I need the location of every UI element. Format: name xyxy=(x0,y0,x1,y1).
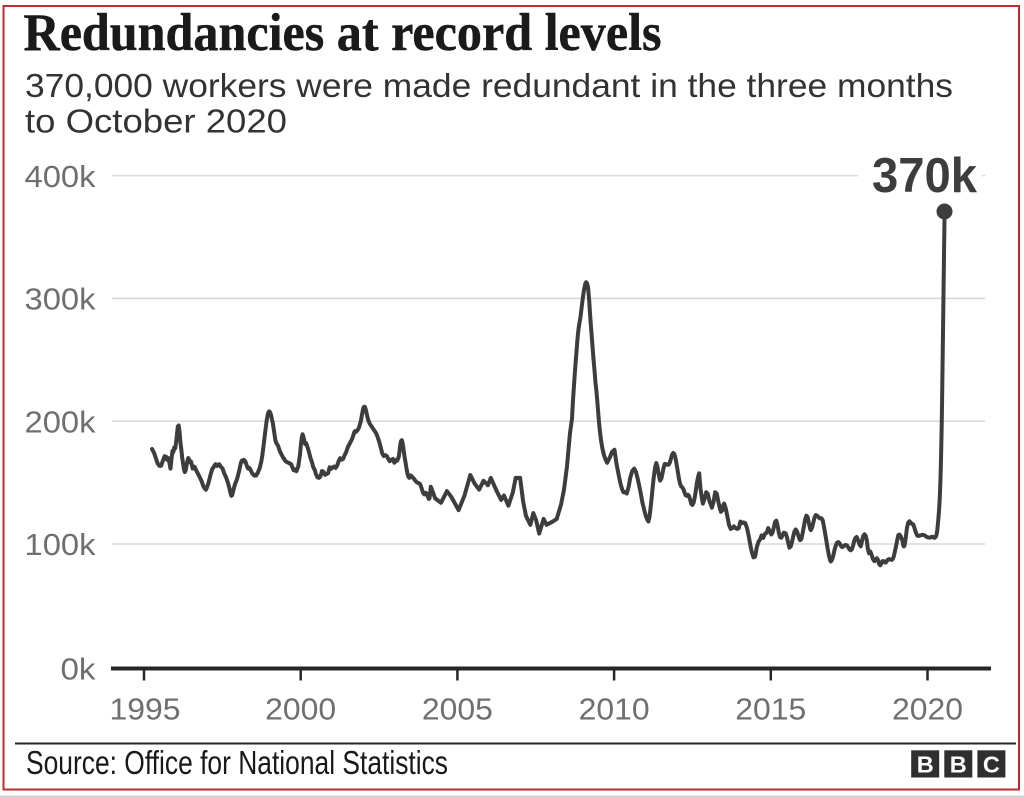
svg-text:370,000 workers were made redu: 370,000 workers were made redundant in t… xyxy=(25,67,953,104)
svg-text:C: C xyxy=(983,752,1000,778)
svg-text:100k: 100k xyxy=(25,527,97,562)
svg-text:2005: 2005 xyxy=(422,692,493,727)
svg-text:200k: 200k xyxy=(25,404,97,439)
svg-text:300k: 300k xyxy=(25,282,97,317)
svg-text:to October 2020: to October 2020 xyxy=(25,103,287,140)
svg-text:B: B xyxy=(950,752,967,778)
svg-text:400k: 400k xyxy=(25,159,97,194)
svg-text:2000: 2000 xyxy=(265,692,336,727)
svg-text:0k: 0k xyxy=(61,651,97,686)
svg-text:B: B xyxy=(917,752,934,778)
svg-text:Redundancies at record levels: Redundancies at record levels xyxy=(24,4,662,62)
svg-text:1995: 1995 xyxy=(110,692,181,727)
svg-text:Source: Office for National St: Source: Office for National Statistics xyxy=(26,744,448,781)
svg-text:2020: 2020 xyxy=(892,692,963,727)
svg-text:2010: 2010 xyxy=(579,692,650,727)
svg-text:2015: 2015 xyxy=(735,692,806,727)
svg-text:370k: 370k xyxy=(872,149,978,203)
